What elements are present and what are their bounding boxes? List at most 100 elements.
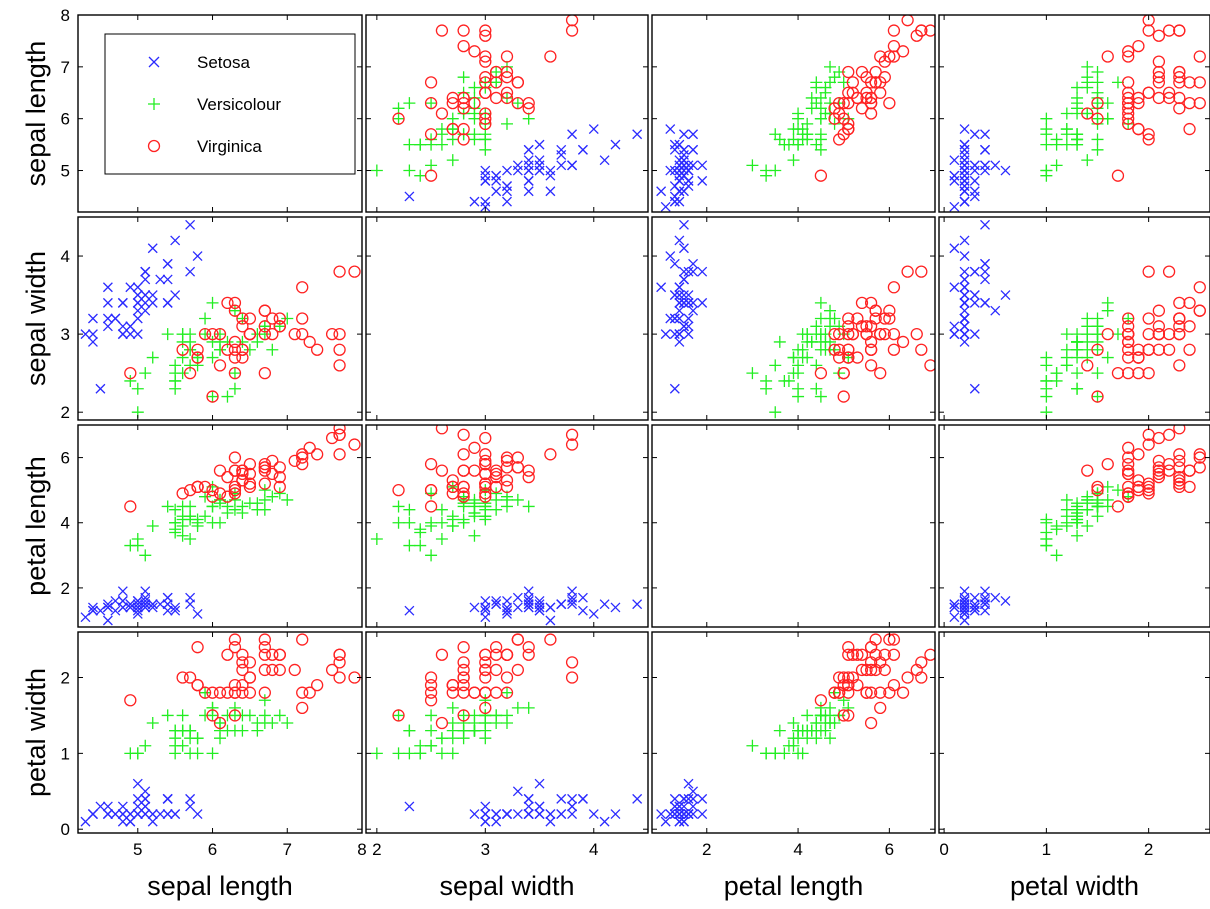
- data-point-virginica: [392, 709, 405, 722]
- data-point-virginica: [479, 686, 492, 699]
- data-point-setosa: [523, 160, 534, 171]
- data-point-setosa: [674, 186, 685, 197]
- data-point-versicolour: [243, 343, 256, 356]
- data-point-virginica: [500, 671, 514, 684]
- data-point-virginica: [303, 686, 316, 699]
- data-point-virginica: [828, 686, 841, 699]
- data-point-virginica: [221, 490, 234, 503]
- data-point-virginica: [228, 487, 242, 500]
- data-point-versicolour: [161, 500, 174, 513]
- data-point-virginica: [864, 91, 878, 105]
- data-point-versicolour: [1060, 359, 1073, 372]
- data-point-virginica: [864, 76, 878, 89]
- data-point-setosa: [669, 809, 680, 819]
- data-point-virginica: [479, 24, 492, 37]
- data-point-setosa: [980, 297, 990, 308]
- data-point-setosa: [132, 305, 143, 316]
- data-point-virginica: [490, 648, 503, 661]
- data-point-virginica: [435, 107, 449, 120]
- data-point-virginica: [837, 96, 850, 110]
- data-point-versicolour: [1091, 133, 1104, 146]
- data-point-virginica: [864, 716, 878, 730]
- data-point-versicolour: [810, 138, 823, 151]
- data-point-virginica: [228, 633, 242, 646]
- data-point-setosa: [523, 602, 534, 613]
- data-point-versicolour: [522, 500, 535, 513]
- data-point-setosa: [185, 793, 196, 804]
- data-point-virginica: [1142, 477, 1155, 490]
- point-group: [370, 633, 643, 827]
- data-point-versicolour: [251, 717, 264, 730]
- data-point-virginica: [206, 686, 219, 699]
- data-point-virginica: [851, 648, 864, 661]
- data-point-setosa: [512, 602, 523, 613]
- data-point-versicolour: [522, 112, 535, 125]
- data-point-virginica: [1081, 107, 1094, 120]
- data-point-virginica: [1111, 367, 1125, 380]
- point-group: [370, 15, 643, 212]
- x-tick-label: 6: [208, 840, 217, 859]
- data-point-virginica: [1193, 76, 1206, 89]
- data-point-setosa: [95, 605, 106, 616]
- data-point-setosa: [132, 605, 143, 616]
- data-point-versicolour: [425, 549, 438, 562]
- data-point-setosa: [140, 599, 151, 610]
- data-point-setosa: [577, 793, 588, 804]
- data-point-virginica: [1152, 65, 1166, 79]
- data-point-setosa: [523, 809, 534, 819]
- data-point-versicolour: [1040, 359, 1053, 372]
- data-point-setosa: [480, 196, 491, 207]
- data-point-virginica: [1122, 45, 1135, 58]
- data-point-virginica: [479, 86, 492, 99]
- data-point-virginica: [176, 671, 189, 684]
- data-point-virginica: [435, 425, 449, 435]
- data-point-versicolour: [501, 709, 513, 722]
- data-point-virginica: [296, 312, 309, 325]
- data-point-virginica: [565, 438, 579, 451]
- data-point-virginica: [228, 296, 242, 310]
- data-point-setosa: [656, 809, 667, 819]
- data-point-setosa: [674, 809, 685, 819]
- data-point-virginica: [1122, 343, 1135, 356]
- data-point-versicolour: [824, 732, 837, 745]
- data-point-virginica: [333, 656, 346, 669]
- data-point-virginica: [296, 457, 309, 471]
- data-point-versicolour: [1040, 128, 1053, 141]
- data-point-virginica: [435, 464, 449, 477]
- data-point-versicolour: [184, 747, 197, 760]
- data-point-versicolour: [403, 164, 416, 177]
- data-point-virginica: [206, 490, 219, 503]
- data-point-setosa: [117, 816, 128, 827]
- data-point-setosa: [140, 297, 151, 308]
- data-point-virginica: [1173, 296, 1186, 310]
- data-point-virginica: [522, 470, 535, 484]
- data-point-setosa: [567, 793, 578, 804]
- data-point-virginica: [206, 390, 219, 403]
- data-point-setosa: [959, 144, 970, 155]
- data-point-setosa: [990, 160, 1001, 171]
- data-point-virginica: [457, 671, 470, 684]
- data-point-setosa: [502, 196, 512, 207]
- data-point-setosa: [959, 282, 970, 293]
- data-point-versicolour: [446, 480, 459, 493]
- data-point-setosa: [117, 329, 128, 340]
- data-point-setosa: [674, 282, 685, 293]
- data-point-setosa: [688, 258, 699, 269]
- data-point-versicolour: [1091, 112, 1104, 125]
- data-point-virginica: [1132, 39, 1145, 53]
- data-point-versicolour: [1081, 497, 1094, 510]
- data-point-setosa: [469, 196, 480, 207]
- data-point-setosa: [949, 243, 960, 254]
- data-point-virginica: [855, 296, 869, 310]
- data-point-virginica: [236, 686, 249, 699]
- data-point-virginica: [468, 464, 481, 477]
- data-point-virginica: [814, 169, 828, 182]
- data-point-versicolour: [1091, 97, 1104, 110]
- legend: Setosa Versicolour Virginica: [104, 33, 356, 175]
- data-point-setosa: [185, 219, 196, 230]
- y-tick-label: 8: [61, 6, 70, 25]
- data-point-versicolour: [805, 335, 818, 348]
- data-point-virginica: [842, 343, 855, 356]
- data-point-setosa: [512, 592, 523, 603]
- data-point-setosa: [959, 186, 970, 197]
